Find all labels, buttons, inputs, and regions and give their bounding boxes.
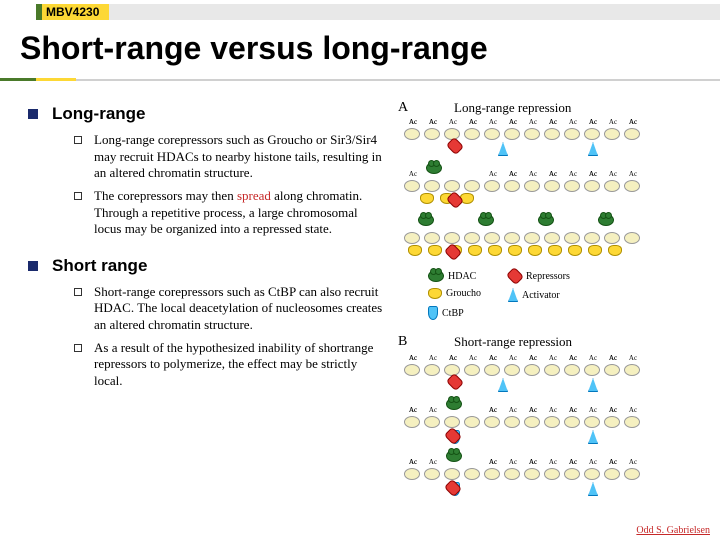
title-underline: [0, 78, 720, 81]
bullet-open-icon: [74, 192, 82, 200]
chromatin-row: AcAc AcAc Ac AcAc Ac AcAc Ac AcAc Ac AcA…: [404, 128, 644, 140]
slide-title: Short-range versus long-range: [20, 30, 488, 67]
legend-activator: Activator: [508, 288, 560, 302]
chromatin-row: AcAc Ac AcAc Ac AcAc Ac AcAc Ac AcAc Ac: [404, 416, 644, 428]
bullet-open-icon: [74, 136, 82, 144]
ctbp-icon: [428, 306, 438, 320]
chromatin-row: Ac Ac AcAc Ac AcAc Ac AcAc Ac Ac: [404, 180, 644, 192]
hdac-icon: [478, 214, 494, 226]
legend-repressors: Repressors: [508, 270, 570, 282]
activator-icon: [588, 378, 598, 392]
legend-label: Activator: [522, 290, 560, 301]
activator-icon: [588, 142, 598, 156]
activator-icon: [498, 142, 508, 156]
legend-hdac: HDAC: [428, 270, 476, 282]
item-text: Long-range corepressors such as Groucho …: [94, 132, 388, 182]
groucho-icon: [528, 245, 542, 256]
groucho-icon: [428, 245, 442, 256]
groucho-icon: [468, 245, 482, 256]
panel-b-title: Short-range repression: [454, 334, 572, 350]
hdac-icon: [598, 214, 614, 226]
hdac-icon: [538, 214, 554, 226]
content-area: Long-range Long-range corepressors such …: [28, 96, 388, 396]
course-bar: MBV4230: [36, 4, 720, 20]
sub-list: Short-range corepressors such as CtBP ca…: [74, 284, 388, 390]
item-highlight: spread: [237, 188, 271, 203]
bullet-square-icon: [28, 261, 38, 271]
panel-a-label: A: [398, 100, 408, 116]
chromatin-row: [404, 232, 644, 244]
hdac-icon: [446, 398, 462, 410]
legend-label: CtBP: [442, 308, 464, 319]
groucho-icon: [508, 245, 522, 256]
legend-label: Repressors: [526, 271, 570, 282]
section-heading-row: Short range: [28, 256, 388, 276]
hdac-icon: [418, 214, 434, 226]
legend-label: Groucho: [446, 288, 481, 299]
activator-icon: [588, 430, 598, 444]
activator-icon: [508, 288, 518, 302]
activator-icon: [588, 482, 598, 496]
item-prefix: The corepressors may then: [94, 188, 237, 203]
item-text: The corepressors may then spread along c…: [94, 188, 388, 238]
groucho-icon: [548, 245, 562, 256]
repressor-icon: [444, 479, 462, 497]
legend-groucho: Groucho: [428, 288, 481, 299]
panel-b-label: B: [398, 334, 407, 350]
course-bar-tail: [109, 4, 720, 20]
groucho-icon: [408, 245, 422, 256]
legend-ctbp: CtBP: [428, 306, 464, 320]
item-text: Short-range corepressors such as CtBP ca…: [94, 284, 388, 334]
groucho-icon: [568, 245, 582, 256]
list-item: Short-range corepressors such as CtBP ca…: [74, 284, 388, 334]
groucho-icon: [488, 245, 502, 256]
section-heading: Short range: [52, 256, 147, 276]
groucho-icon: [428, 288, 442, 299]
hdac-icon: [446, 450, 462, 462]
bullet-square-icon: [28, 109, 38, 119]
repressor-icon: [444, 427, 462, 445]
list-item: As a result of the hypothesized inabilit…: [74, 340, 388, 390]
section-heading: Long-range: [52, 104, 146, 124]
groucho-icon: [588, 245, 602, 256]
panel-a-title: Long-range repression: [454, 100, 571, 116]
list-item: Long-range corepressors such as Groucho …: [74, 132, 388, 182]
bullet-open-icon: [74, 288, 82, 296]
section-heading-row: Long-range: [28, 104, 388, 124]
list-item: The corepressors may then spread along c…: [74, 188, 388, 238]
activator-icon: [498, 378, 508, 392]
groucho-icon: [420, 193, 434, 204]
hdac-icon: [426, 162, 442, 174]
groucho-icon: [608, 245, 622, 256]
chromatin-row: AcAc Ac AcAc Ac AcAc Ac AcAc Ac AcAc Ac: [404, 468, 644, 480]
chromatin-row: AcAc Ac AcAc Ac AcAc Ac AcAc Ac AcAc Ac …: [404, 364, 644, 376]
bullet-open-icon: [74, 344, 82, 352]
footer-author: Odd S. Gabrielsen: [636, 525, 710, 536]
legend-label: HDAC: [448, 271, 476, 282]
repressor-icon: [506, 267, 524, 285]
course-code: MBV4230: [42, 4, 109, 20]
item-text: As a result of the hypothesized inabilit…: [94, 340, 388, 390]
hdac-icon: [428, 270, 444, 282]
sub-list: Long-range corepressors such as Groucho …: [74, 132, 388, 238]
